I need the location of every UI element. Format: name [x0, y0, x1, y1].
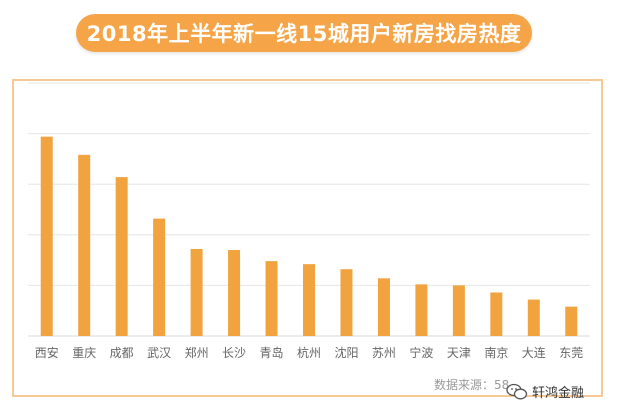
category-label: 重庆	[72, 346, 96, 360]
bar-12	[452, 285, 465, 336]
watermark: 轩鸿金融	[506, 382, 584, 401]
category-label: 大连	[522, 345, 546, 360]
category-label: 长沙	[222, 346, 246, 360]
bar-13	[490, 292, 503, 336]
bar-10	[377, 278, 390, 336]
bars	[40, 136, 578, 336]
category-label: 郑州	[185, 345, 209, 360]
bar-9	[340, 269, 353, 336]
category-label: 宁波	[409, 345, 433, 360]
category-label: 南京	[484, 345, 508, 360]
category-label: 武汉	[147, 346, 171, 360]
category-label: 东莞	[559, 346, 583, 360]
wechat-icon	[506, 383, 528, 399]
bar-2	[78, 154, 91, 336]
category-label: 苏州	[372, 346, 396, 360]
chart-frame	[12, 79, 603, 397]
bar-6	[228, 249, 241, 336]
category-label: 青岛	[260, 345, 284, 360]
category-label: 西安	[35, 345, 59, 360]
source-note: 数据来源：58	[434, 377, 509, 392]
watermark-text: 轩鸿金融	[532, 386, 585, 401]
chart-title: 2018年上半年新一线15城用户新房找房热度	[76, 14, 532, 52]
bar-5	[190, 248, 203, 336]
bar-7	[265, 261, 278, 336]
category-labels: 西安 重庆 成都 武汉 郑州 长沙 青岛 杭州 沈阳 苏州 宁波 天津 南京 大连 东莞	[35, 345, 584, 360]
bar-14	[527, 299, 540, 336]
category-label: 杭州	[297, 345, 321, 360]
bar-4	[153, 218, 166, 336]
bar-1	[40, 136, 53, 336]
bar-11	[415, 284, 428, 336]
bar-8	[303, 264, 315, 336]
bar-15	[565, 306, 578, 336]
bar-3	[115, 177, 128, 336]
category-label: 沈阳	[334, 345, 358, 360]
category-label: 天津	[447, 346, 471, 360]
category-label: 成都	[110, 346, 134, 360]
